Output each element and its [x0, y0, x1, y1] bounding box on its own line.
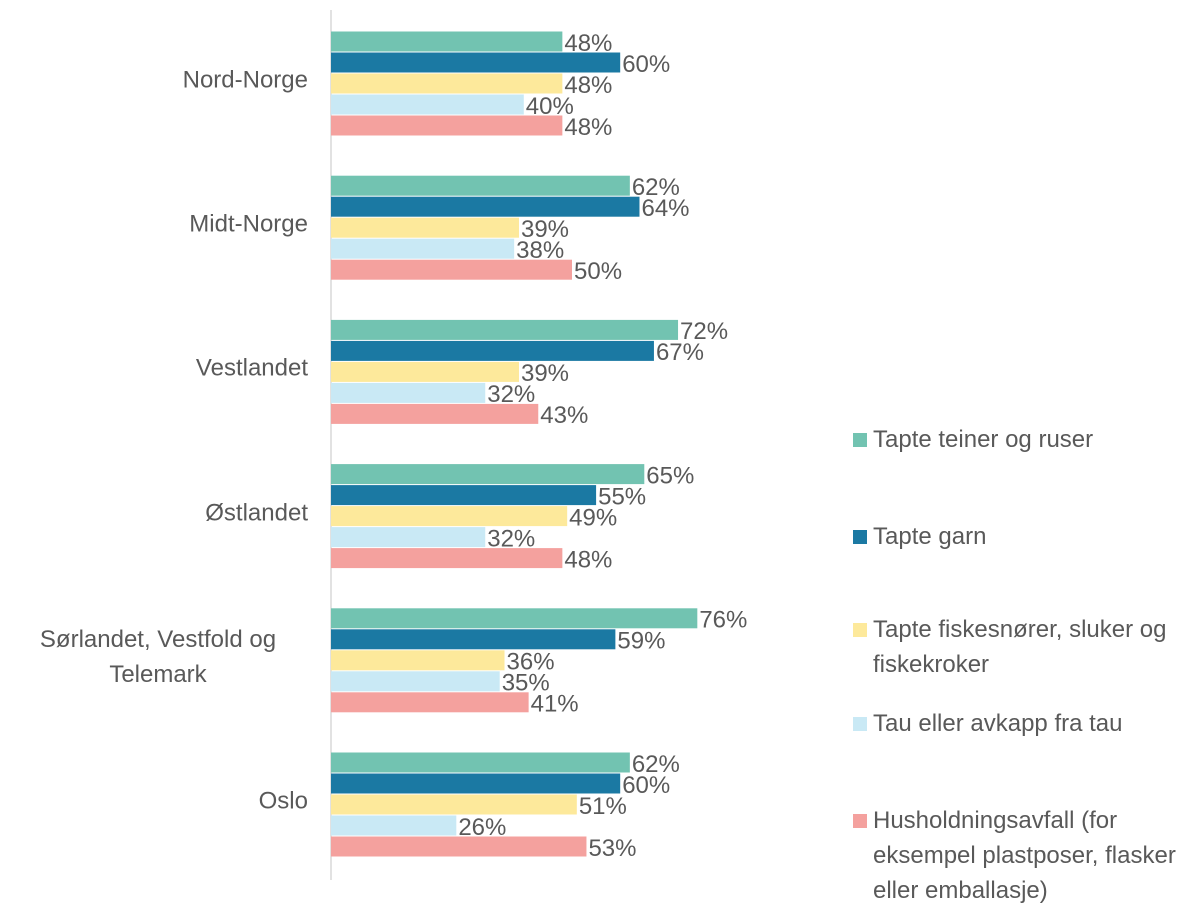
- bar: [331, 506, 568, 527]
- value-label: 32%: [487, 525, 535, 552]
- value-label: 41%: [531, 691, 579, 718]
- legend-item: Tapte teiner og ruser: [853, 422, 1199, 457]
- category-label-box: Vestlandet: [0, 351, 308, 386]
- bar: [331, 217, 519, 238]
- bar: [331, 238, 515, 259]
- bar: [331, 548, 563, 569]
- category-label: Østlandet: [205, 499, 308, 527]
- value-label: 48%: [564, 72, 612, 99]
- value-label: 64%: [641, 195, 689, 222]
- bar: [331, 382, 486, 403]
- value-label: 67%: [656, 339, 704, 366]
- bar: [331, 794, 577, 815]
- legend-label: Tapte teiner og ruser: [873, 426, 1094, 453]
- bar: [331, 671, 500, 692]
- bar: [331, 361, 519, 382]
- legend-swatch: [853, 717, 867, 731]
- bar: [331, 629, 616, 650]
- value-label: 62%: [632, 751, 680, 778]
- value-label: 72%: [680, 318, 728, 345]
- bar: [331, 175, 630, 196]
- value-label: 43%: [540, 402, 588, 429]
- value-label: 36%: [507, 649, 555, 676]
- legend-label: Tapte fiskesnører, sluker og fiskekroker: [873, 616, 1167, 678]
- value-label: 60%: [622, 772, 670, 799]
- value-label: 26%: [458, 814, 506, 841]
- bar: [331, 608, 698, 629]
- value-label: 39%: [521, 360, 569, 387]
- value-label: 51%: [579, 793, 627, 820]
- legend-item: Tapte garn: [853, 519, 1199, 554]
- legend-swatch: [853, 530, 867, 544]
- legend-item: Husholdningsavfall (for eksempel plastpo…: [853, 803, 1199, 908]
- bar: [331, 403, 539, 424]
- legend-label: Tapte garn: [873, 523, 987, 550]
- bar: [331, 259, 572, 280]
- bar: [331, 650, 505, 671]
- value-label: 65%: [646, 462, 694, 489]
- legend-swatch: [853, 814, 867, 828]
- category-label-box: Oslo: [0, 784, 308, 819]
- bar: [331, 485, 597, 506]
- bar: [331, 73, 563, 94]
- value-label: 48%: [564, 114, 612, 141]
- value-label: 76%: [699, 607, 747, 634]
- bar: [331, 527, 486, 548]
- value-label: 49%: [569, 504, 617, 531]
- bar: [331, 464, 645, 485]
- category-label-box: Midt-Norge: [0, 207, 308, 242]
- bar: [331, 752, 630, 773]
- bar: [331, 319, 679, 340]
- value-label: 40%: [526, 93, 574, 120]
- category-label-box: Nord-Norge: [0, 63, 308, 98]
- category-label: Nord-Norge: [182, 66, 308, 94]
- bar: [331, 31, 563, 52]
- legend-swatch: [853, 433, 867, 447]
- legend-label: Husholdningsavfall (for eksempel plastpo…: [873, 807, 1176, 904]
- legend-label: Tau eller avkapp fra tau: [873, 710, 1123, 737]
- value-label: 62%: [632, 174, 680, 201]
- bar: [331, 115, 563, 136]
- value-label: 53%: [588, 835, 636, 862]
- bar: [331, 52, 621, 73]
- bar: [331, 94, 524, 115]
- bar: [331, 340, 654, 361]
- category-label: Oslo: [258, 787, 308, 815]
- value-label: 55%: [598, 483, 646, 510]
- bar: [331, 692, 529, 713]
- value-label: 60%: [622, 51, 670, 78]
- legend-item: Tapte fiskesnører, sluker og fiskekroker: [853, 612, 1199, 682]
- value-label: 50%: [574, 258, 622, 285]
- category-label: Vestlandet: [195, 354, 308, 382]
- value-label: 59%: [617, 628, 665, 655]
- value-label: 39%: [521, 216, 569, 243]
- category-label-box: Sørlandet, Vestfold og Telemark: [0, 622, 308, 692]
- bar: [331, 815, 457, 836]
- bar: [331, 773, 621, 794]
- value-label: 48%: [564, 30, 612, 57]
- category-label-box: Østlandet: [0, 495, 308, 530]
- value-label: 48%: [564, 546, 612, 573]
- value-label: 38%: [516, 237, 564, 264]
- legend-item: Tau eller avkapp fra tau: [853, 706, 1199, 741]
- value-label: 32%: [487, 381, 535, 408]
- legend-swatch: [853, 623, 867, 637]
- bar: [331, 836, 587, 857]
- value-label: 35%: [502, 670, 550, 697]
- category-label: Midt-Norge: [189, 210, 308, 238]
- bar: [331, 196, 640, 217]
- category-label: Sørlandet, Vestfold og Telemark: [39, 625, 277, 688]
